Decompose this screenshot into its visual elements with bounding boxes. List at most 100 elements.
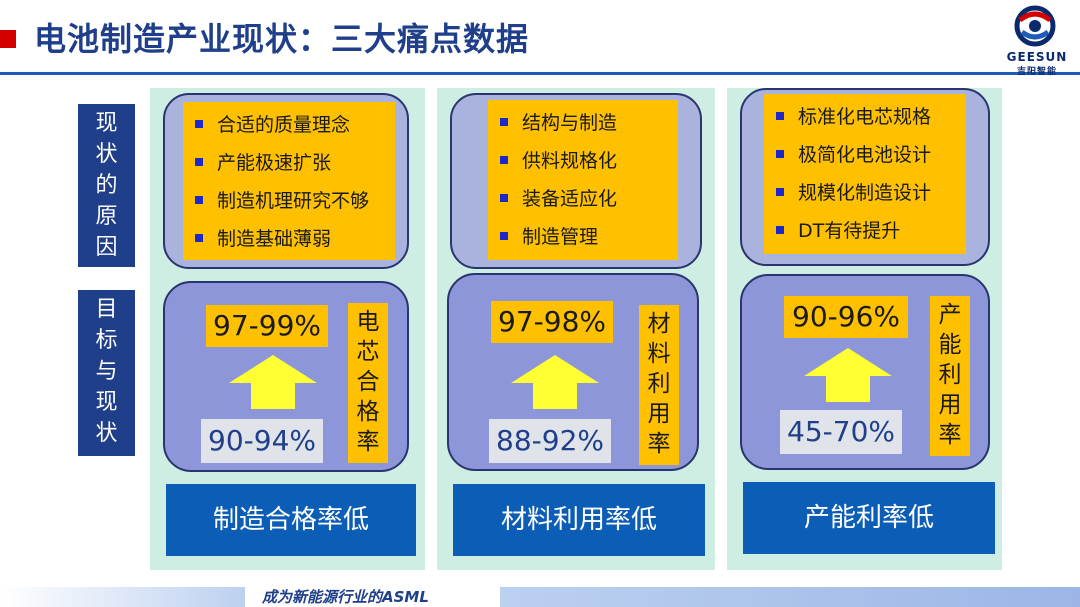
current-value: 90-94% [201,419,323,463]
reason-item: 制造管理 [488,218,678,256]
column-capacity: 标准化电芯规格 极简化电池设计 规模化制造设计 DT有待提升 90-96% 45… [727,88,1002,570]
square-bullet-icon [776,225,784,234]
footer-band: 成为新能源行业的ASML [0,587,1080,607]
geesun-swirl-icon [1014,5,1056,47]
reason-item: 产能极速扩张 [183,144,395,182]
reason-item: 规模化制造设计 [764,174,966,212]
reason-item: 制造机理研究不够 [183,182,395,220]
side-label-char: 状 [95,421,118,446]
reason-box: 结构与制造 供料规格化 装备适应化 制造管理 [450,93,702,269]
metric-char: 率 [647,431,671,457]
square-bullet-icon [776,187,784,196]
metric-char: 材 [647,311,671,337]
reason-text: 合适的质量理念 [217,114,351,136]
square-bullet-icon [500,155,508,164]
side-label-char: 目 [95,297,118,322]
reason-item: 制造基础薄弱 [183,220,395,258]
square-bullet-icon [195,195,203,204]
geesun-logo: GEESUN 吉阳智能 [998,4,1076,77]
footer-gradient-left [0,587,245,607]
reason-card: 标准化电芯规格 极简化电池设计 规模化制造设计 DT有待提升 [764,94,966,254]
metric-char: 合 [356,369,380,395]
metric-char: 用 [647,401,671,427]
yield-low-button[interactable]: 制造合格率低 [166,484,416,556]
reason-text: DT有待提升 [798,220,901,242]
current-value: 45-70% [780,410,902,454]
square-bullet-icon [195,233,203,242]
square-bullet-icon [500,193,508,202]
metric-name: 材 料 利 用 率 [639,305,679,465]
target-value: 97-99% [206,305,328,347]
reason-card: 合适的质量理念 产能极速扩张 制造机理研究不够 制造基础薄弱 [183,102,395,260]
reason-item: 合适的质量理念 [183,106,395,144]
square-bullet-icon [500,231,508,240]
footer-slogan: 成为新能源行业的ASML [262,588,429,606]
reason-item: 结构与制造 [488,104,678,142]
metric-char: 料 [647,341,671,367]
side-label-char: 现 [95,390,118,415]
square-bullet-icon [776,149,784,158]
title-rule [0,72,1080,75]
side-label-char: 的 [95,173,118,198]
target-value: 97-98% [491,301,613,343]
metric-char: 利 [647,371,671,397]
reason-text: 产能极速扩张 [217,152,332,174]
metric-char: 率 [356,429,380,455]
metric-char: 格 [356,399,380,425]
up-arrow-icon [804,348,892,402]
reason-text: 装备适应化 [522,188,618,210]
up-arrow-icon [511,355,599,409]
square-bullet-icon [195,157,203,166]
metric-char: 用 [938,392,962,418]
metric-char: 产 [938,302,962,328]
footer-gradient-right [500,587,1080,607]
square-bullet-icon [500,117,508,126]
reason-item: DT有待提升 [764,212,966,250]
target-value: 90-96% [784,296,908,338]
side-label-char: 现 [95,111,118,136]
reason-item: 标准化电芯规格 [764,98,966,136]
metric-char: 芯 [356,339,380,365]
logo-wordmark: GEESUN [1006,50,1068,64]
reason-text: 制造基础薄弱 [217,228,332,250]
reason-text: 标准化电芯规格 [798,106,932,128]
square-bullet-icon [776,111,784,120]
logo-subtitle: 吉阳智能 [1016,67,1057,77]
metric-char: 率 [938,422,962,448]
current-value: 88-92% [489,419,611,463]
capacity-low-button[interactable]: 产能利率低 [743,482,995,554]
square-bullet-icon [195,119,203,128]
slide-title: 电池制造产业现状：三大痛点数据 [34,20,530,58]
side-label-char: 原 [95,204,118,229]
metric-char: 能 [938,332,962,358]
reason-text: 制造管理 [522,226,599,248]
side-label-char: 标 [95,328,118,353]
reason-card: 结构与制造 供料规格化 装备适应化 制造管理 [488,100,678,260]
reason-box: 合适的质量理念 产能极速扩张 制造机理研究不够 制造基础薄弱 [163,93,409,269]
reason-item: 装备适应化 [488,180,678,218]
reason-item: 极简化电池设计 [764,136,966,174]
reason-text: 极简化电池设计 [798,144,932,166]
reason-text: 结构与制造 [522,112,618,134]
side-label-target: 目 标 与 现 状 [78,290,135,456]
side-label-char: 因 [95,235,118,260]
column-yield: 合适的质量理念 产能极速扩张 制造机理研究不够 制造基础薄弱 97-99% 90… [150,88,425,570]
reason-text: 供料规格化 [522,150,618,172]
target-box: 90-96% 45-70% 产 能 利 用 率 [740,274,990,470]
side-label-char: 状 [95,142,118,167]
reason-text: 制造机理研究不够 [217,190,370,212]
reason-text: 规模化制造设计 [798,182,932,204]
target-box: 97-98% 88-92% 材 料 利 用 率 [447,273,699,471]
metric-char: 电 [356,309,380,335]
metric-name: 产 能 利 用 率 [930,296,970,456]
reason-item: 供料规格化 [488,142,678,180]
column-material: 结构与制造 供料规格化 装备适应化 制造管理 97-98% 88-92% 材 料… [437,88,715,570]
side-label-char: 与 [95,359,118,384]
side-label-reason: 现 状 的 原 因 [78,104,135,267]
metric-name: 电 芯 合 格 率 [348,303,388,463]
material-low-button[interactable]: 材料利用率低 [453,484,705,556]
title-marker [0,30,16,48]
up-arrow-icon [229,355,317,409]
target-box: 97-99% 90-94% 电 芯 合 格 率 [163,281,409,472]
metric-char: 利 [938,362,962,388]
